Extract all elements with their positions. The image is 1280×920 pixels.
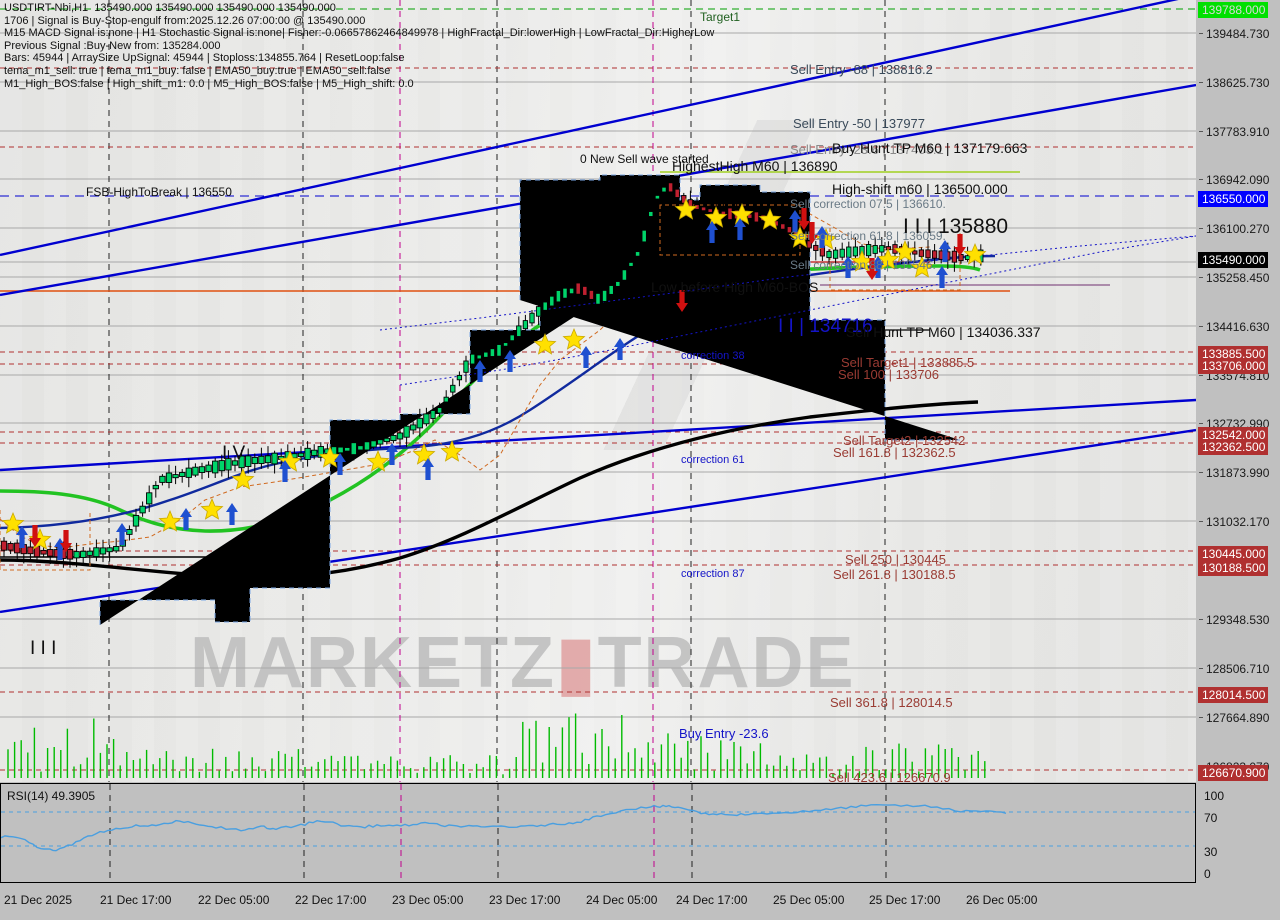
annotation-6: HighestHigh M60 | 136890: [672, 158, 838, 174]
info-line-1: 1706 | Signal is Buy-Stop-engulf from:20…: [4, 14, 366, 27]
annotation-29: Sell 423.6 | 126670.9: [828, 770, 951, 782]
price-tick: 131873.990: [1199, 466, 1269, 480]
annotation-5: 0 New Sell wave started: [580, 152, 709, 166]
annotation-25: correction 87: [681, 568, 745, 580]
annotation-24: Sell 261.8 | 130188.5: [833, 567, 956, 582]
time-label: 24 Dec 05:00: [586, 893, 658, 907]
info-line-5: tema_m1_sell: true | tema_m1_buy: false …: [4, 64, 391, 77]
rsi-label: RSI(14) 49.3905: [7, 789, 96, 803]
price-tick: 135258.450: [1199, 271, 1269, 285]
price-tick: 136942.090: [1199, 173, 1269, 187]
price-tick: 127664.890: [1199, 711, 1269, 725]
time-label: 24 Dec 17:00: [676, 893, 748, 907]
annotation-21: Sell 161.8 | 132362.5: [833, 445, 956, 460]
annotation-26: I I I: [30, 638, 57, 659]
time-label: 22 Dec 05:00: [198, 893, 270, 907]
price-tag[interactable]: 133706.000: [1198, 358, 1269, 374]
annotation-23: Sell 250 | 130445: [845, 552, 946, 567]
price-tag[interactable]: 136550.000: [1198, 191, 1269, 207]
time-label: 22 Dec 17:00: [295, 893, 367, 907]
annotation-17: Sell Target1 | 133885.5: [841, 355, 975, 370]
annotation-15: Sell Hunt TP M60 | 134036.337: [846, 324, 1041, 340]
time-label: 26 Dec 05:00: [966, 893, 1038, 907]
annotation-19: I V: [222, 443, 246, 464]
annotation-11: I I I 135880: [903, 215, 1009, 238]
rsi-axis: 100 70 30 0: [1196, 783, 1280, 883]
annotation-0: Target1: [700, 10, 741, 24]
price-tick: 139484.730: [1199, 27, 1269, 41]
annotation-4: Buy Hunt TP M60 | 137179.663: [832, 140, 1028, 156]
annotation-9: Sell correction 07.5 | 136610.: [790, 197, 946, 211]
time-axis[interactable]: 21 Dec 2025 21 Dec 17:00 22 Dec 05:00 22 De…: [0, 885, 1280, 920]
price-tag[interactable]: 130445.000: [1198, 546, 1269, 562]
price-tag[interactable]: 135490.000: [1198, 252, 1269, 268]
rsi-graphics: [1, 784, 1195, 882]
price-tick: 129348.530: [1199, 613, 1269, 627]
annotation-22: correction 61: [681, 454, 745, 466]
price-tick: 137783.910: [1199, 125, 1269, 139]
annotation-2: Sell Entry -50 | 137977: [793, 116, 926, 131]
annotation-16: correction 38: [681, 350, 745, 362]
annotation-1: Sell Entry -88 | 138816.2: [790, 62, 933, 77]
annotation-14: I I | 134716: [778, 316, 873, 337]
annotation-7: FSB-HighToBreak | 136550: [86, 185, 232, 199]
time-label: 23 Dec 17:00: [489, 893, 561, 907]
rsi-tick: 30: [1204, 845, 1218, 859]
rsi-tick: 0: [1204, 867, 1211, 881]
info-line-6: M1_High_BOS:false | High_shift_m1: 0.0 |…: [4, 77, 414, 90]
info-line-4: Bars: 45944 | ArraySize UpSignal: 45944 …: [4, 52, 405, 65]
annotation-12: Sell correction 88 | 135546.: [790, 258, 936, 272]
time-label: 25 Dec 17:00: [869, 893, 941, 907]
price-tag[interactable]: 126670.900: [1198, 765, 1269, 781]
price-tick: 134416.630: [1199, 320, 1269, 334]
price-tag[interactable]: 130188.500: [1198, 560, 1269, 576]
price-chart-pane[interactable]: MARKETZ▮TRADE .gl{stroke:#a8a8a8;stroke-…: [0, 0, 1197, 782]
rsi-tick: 70: [1204, 811, 1218, 825]
time-label: 25 Dec 05:00: [773, 893, 845, 907]
chart-info-header: USDTIRT-Nbi,H1 135490.000 135490.000 135…: [4, 2, 714, 90]
time-label: 21 Dec 17:00: [100, 893, 172, 907]
price-tick: 136100.270: [1199, 222, 1269, 236]
annotation-27: Sell 361.8 | 128014.5: [830, 695, 953, 710]
price-tick: 138625.730: [1199, 76, 1269, 90]
rsi-tick: 100: [1204, 789, 1225, 803]
info-line-2: M15 MACD Signal is:none | H1 Stochastic …: [4, 27, 715, 40]
annotation-3: Sell Entry -23.6 | 137403.1: [790, 142, 944, 157]
annotation-18: Sell 100 | 133706: [838, 367, 939, 382]
price-tag[interactable]: 128014.500: [1198, 687, 1269, 703]
annotation-28: Buy Entry -23.6: [679, 726, 769, 741]
price-axis[interactable]: 139484.730 138625.730 137783.910 136942.090…: [1196, 0, 1280, 782]
price-tick: 131032.170: [1199, 515, 1269, 529]
price-tag[interactable]: 139788.000: [1198, 2, 1269, 18]
info-line-0: USDTIRT-Nbi,H1 135490.000 135490.000 135…: [4, 2, 336, 14]
annotation-20: Sell Target2 | 132542: [843, 433, 966, 448]
annotation-13: Low before High M60-BOS: [651, 279, 819, 295]
annotation-10: Sell correction 61.8 | 136059.: [790, 229, 946, 243]
price-tick: 128506.710: [1199, 662, 1269, 676]
time-label: 23 Dec 05:00: [392, 893, 464, 907]
annotation-8: High-shift m60 | 136500.000: [832, 181, 1008, 197]
price-tag[interactable]: 132362.500: [1198, 439, 1269, 455]
chart-graphics: .gl{stroke:#a8a8a8;stroke-width:1} .vdas…: [0, 0, 1196, 782]
time-label: 21 Dec 2025: [4, 893, 73, 907]
rsi-indicator-pane[interactable]: RSI(14) 49.3905: [0, 783, 1196, 883]
info-line-3: Previous Signal :Buy-New from: 135284.00…: [4, 39, 221, 52]
